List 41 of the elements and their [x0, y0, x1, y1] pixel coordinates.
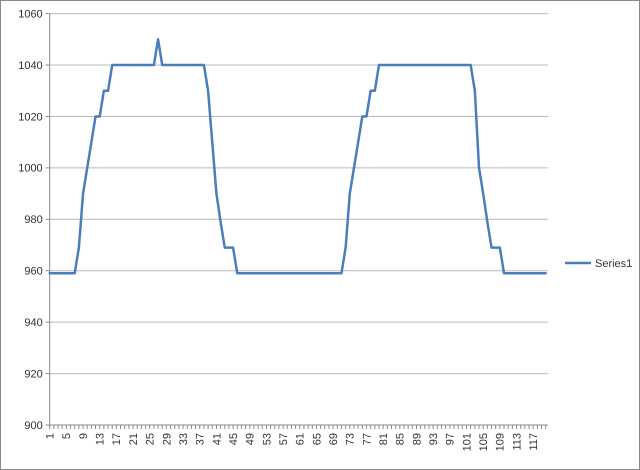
- x-tick-label: 105: [478, 433, 490, 452]
- y-tick-label: 920: [24, 368, 43, 380]
- x-tick-label: 1: [44, 433, 57, 440]
- y-tick-label: 1000: [18, 162, 43, 175]
- y-tick-label: 980: [24, 214, 43, 226]
- x-tick-label: 101: [461, 433, 474, 452]
- x-tick-label: 13: [94, 433, 107, 446]
- y-tick-label: 1040: [18, 60, 43, 72]
- x-tick-label: 53: [261, 433, 274, 446]
- x-tick-label: 17: [111, 433, 124, 446]
- y-tick-label: 960: [24, 266, 43, 278]
- x-tick-label: 29: [161, 433, 174, 446]
- x-tick-label: 65: [311, 433, 324, 446]
- y-tick-label: 900: [24, 420, 43, 432]
- x-tick-label: 25: [144, 433, 157, 446]
- x-tick-label: 5: [61, 433, 74, 440]
- x-tick-label: 37: [194, 433, 207, 446]
- x-tick-label: 81: [378, 433, 390, 446]
- x-tick-label: 89: [411, 433, 424, 446]
- y-tick-label: 1060: [18, 8, 43, 20]
- line-series: [48, 38, 547, 275]
- x-tick-label: 9: [78, 433, 90, 440]
- x-tick-label: 117: [528, 433, 540, 451]
- x-tick-label: 41: [211, 433, 224, 446]
- x-tick-label: 85: [394, 433, 407, 446]
- x-tick-label: 49: [244, 433, 257, 446]
- x-tick-label: 21: [128, 433, 140, 446]
- y-tick-label: 1020: [18, 111, 43, 124]
- x-tick-label: 33: [178, 433, 190, 446]
- x-tick-label: 97: [444, 433, 457, 446]
- x-tick-label: 73: [344, 433, 357, 446]
- x-tick-label: 69: [328, 433, 340, 446]
- x-tick-label: 57: [278, 433, 290, 446]
- legend-label: Series1: [595, 258, 632, 270]
- x-tick-label: 77: [361, 433, 374, 446]
- x-tick-label: 61: [294, 433, 307, 446]
- x-tick-label: 113: [511, 433, 524, 451]
- y-tick-label: 940: [24, 317, 43, 329]
- x-tick-label: 45: [228, 433, 240, 446]
- x-tick-label: 109: [494, 433, 507, 452]
- x-tick-label: 93: [428, 433, 440, 446]
